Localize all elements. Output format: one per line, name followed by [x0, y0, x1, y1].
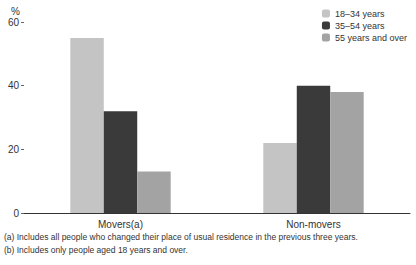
svg-text:%: % — [11, 6, 20, 17]
svg-text:60: 60 — [8, 17, 20, 28]
svg-text:18–34 years: 18–34 years — [335, 9, 385, 19]
svg-text:20: 20 — [8, 144, 20, 155]
svg-text:(a) Includes all people who ch: (a) Includes all people who changed thei… — [4, 232, 358, 242]
svg-text:55 years and over: 55 years and over — [335, 33, 407, 43]
svg-text:(b) Includes only people aged: (b) Includes only people aged 18 years a… — [4, 245, 188, 255]
svg-text:40: 40 — [8, 80, 20, 91]
svg-text:Movers(a): Movers(a) — [98, 219, 143, 230]
svg-text:0: 0 — [13, 208, 19, 219]
svg-text:Non-movers: Non-movers — [286, 219, 340, 230]
svg-text:35–54 years: 35–54 years — [335, 21, 385, 31]
